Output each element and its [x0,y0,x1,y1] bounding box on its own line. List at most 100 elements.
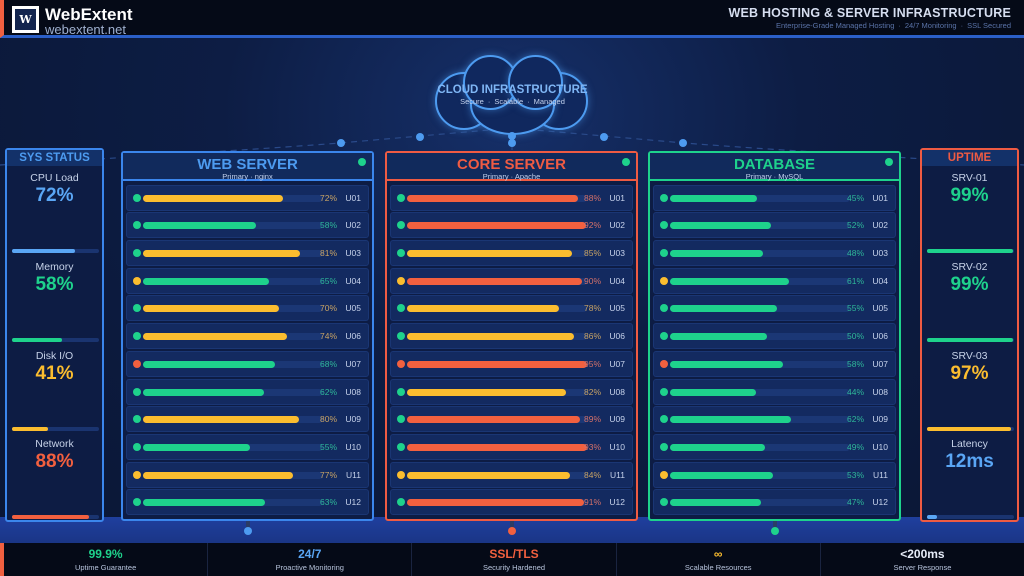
status-dot-icon [397,193,405,202]
unit-row[interactable]: 88% U01 [390,184,633,211]
srv-03-bar [927,427,1014,431]
load-percent: 52% [846,220,864,231]
unit-label: U05 [345,303,361,314]
status-dot-icon [397,276,405,285]
metric-network: Network 88% [35,438,74,472]
database-rack[interactable]: DATABASE Primary · MySQL 45% U01 52% U02 48%… [648,151,901,521]
unit-row[interactable]: 92% U02 [390,212,633,239]
unit-row[interactable]: 89% U09 [390,406,633,433]
unit-row[interactable]: 68% U07 [126,350,369,377]
unit-row[interactable]: 52% U02 [653,212,896,239]
web-server-rack[interactable]: WEB SERVER Primary · nginx 72% U01 58% U02 8… [121,151,374,521]
unit-list: 88% U01 92% U02 85% U03 90% U04 78% U05 86% U06 95% U… [387,181,636,516]
unit-row[interactable]: 91% U12 [390,489,633,516]
load-percent: 58% [846,358,864,369]
disk-io-bar [12,427,99,431]
status-led-icon [622,158,630,166]
load-percent: 61% [846,275,864,286]
load-percent: 86% [583,331,601,342]
status-dot-icon [133,332,141,341]
unit-row[interactable]: 90% U04 [390,267,633,294]
unit-row[interactable]: 72% U01 [126,184,369,211]
status-dot-icon [660,415,668,424]
load-bar [407,305,587,313]
load-percent: 82% [583,386,601,397]
unit-label: U11 [610,469,625,480]
unit-label: U10 [609,441,625,452]
unit-row[interactable]: 58% U07 [653,350,896,377]
brand-logo[interactable]: W [12,6,39,33]
unit-row[interactable]: 82% U08 [390,378,633,405]
load-percent: 62% [319,386,337,397]
brand-url[interactable]: webextent.net [45,22,126,37]
unit-label: U11 [346,469,361,480]
top-header: W WebExtent webextent.net WEB HOSTING & … [0,0,1024,38]
unit-row[interactable]: 78% U05 [390,295,633,322]
unit-row[interactable]: 95% U07 [390,350,633,377]
load-bar [143,277,323,285]
load-bar [143,360,323,368]
load-bar [407,443,587,451]
load-percent: 58% [319,220,337,231]
unit-row[interactable]: 77% U11 [126,461,369,488]
stat-scalable: ∞ Scalable Resources [617,543,821,576]
unit-row[interactable]: 47% U12 [653,489,896,516]
unit-row[interactable]: 44% U08 [653,378,896,405]
unit-row[interactable]: 61% U04 [653,267,896,294]
memory-bar [12,338,99,342]
stat-uptime: 99.9% Uptime Guarantee [4,543,209,576]
load-bar [143,194,323,202]
unit-row[interactable]: 80% U09 [126,406,369,433]
load-percent: 95% [583,358,601,369]
load-percent: 91% [583,497,601,508]
unit-row[interactable]: 55% U05 [653,295,896,322]
unit-row[interactable]: 49% U10 [653,433,896,460]
unit-label: U01 [345,192,361,203]
brand-name: WebExtent [45,5,133,24]
unit-label: U10 [872,441,888,452]
unit-row[interactable]: 86% U06 [390,323,633,350]
unit-row[interactable]: 55% U10 [126,433,369,460]
unit-row[interactable]: 45% U01 [653,184,896,211]
load-bar [670,388,850,396]
status-dot-icon [397,359,405,368]
unit-row[interactable]: 53% U11 [653,461,896,488]
stat-security: SSL/TLS Security Hardened [412,543,617,576]
status-dot-icon [397,332,405,341]
core-server-header: CORE SERVER Primary · Apache [387,153,636,181]
unit-row[interactable]: 63% U12 [126,489,369,516]
web-server-port [244,527,252,535]
load-percent: 92% [583,220,601,231]
load-bar [407,194,587,202]
unit-row[interactable]: 50% U06 [653,323,896,350]
core-server-subtitle: Primary · Apache [482,172,541,181]
unit-row[interactable]: 81% U03 [126,240,369,267]
status-dot-icon [660,193,668,202]
unit-row[interactable]: 93% U10 [390,433,633,460]
status-dot-icon [397,415,405,424]
unit-label: U03 [345,248,361,259]
unit-row[interactable]: 84% U11 [390,461,633,488]
unit-row[interactable]: 58% U02 [126,212,369,239]
unit-row[interactable]: 62% U08 [126,378,369,405]
unit-row[interactable]: 74% U06 [126,323,369,350]
unit-row[interactable]: 62% U09 [653,406,896,433]
unit-row[interactable]: 85% U03 [390,240,633,267]
status-led-icon [885,158,893,166]
unit-row[interactable]: 70% U05 [126,295,369,322]
srv-01-bar [927,249,1014,253]
web-server-subtitle: Primary · nginx [222,172,273,181]
status-dot-icon [660,221,668,230]
unit-row[interactable]: 65% U04 [126,267,369,294]
status-dot-icon [397,498,405,507]
srv-02-bar [927,338,1014,342]
metric-cpu-load: CPU Load 72% [30,172,79,206]
load-percent: 49% [846,441,864,452]
core-server-rack[interactable]: CORE SERVER Primary · Apache 88% U01 92% U0… [385,151,638,521]
load-percent: 48% [846,248,864,259]
unit-label: U09 [345,414,361,425]
status-dot-icon [133,221,141,230]
load-bar [143,333,323,341]
unit-row[interactable]: 48% U03 [653,240,896,267]
page-title: WEB HOSTING & SERVER INFRASTRUCTURE [728,6,1011,20]
